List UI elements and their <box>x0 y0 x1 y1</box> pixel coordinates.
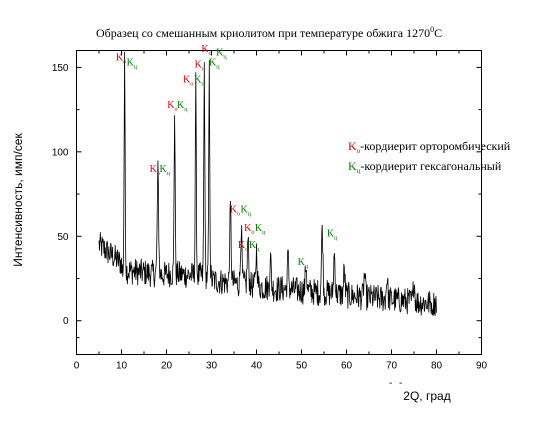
peak-label-ortho: Kо <box>195 59 205 72</box>
peak-label-hex: Kц <box>216 48 227 61</box>
y-axis-title: Интенсивность, имп/сек <box>11 133 25 267</box>
x-tick-label: 20 <box>161 361 173 372</box>
peak-label-hex: Kц <box>298 257 309 270</box>
peak-label-hex: Kц <box>194 75 205 88</box>
legend-entry-hex: Kц-кордиерит гексагональный <box>348 159 502 175</box>
y-tick-label: 100 <box>52 147 69 158</box>
y-ticks: 0 50 100 150 <box>52 63 482 339</box>
y-tick-label: 50 <box>57 232 69 243</box>
chart-title: Образец со смешанным криолитом при темпе… <box>96 25 442 40</box>
peak-label-hex: Kц <box>249 240 260 253</box>
peak-label-ortho: Kо <box>238 240 248 253</box>
stray-mark: - <box>399 378 402 389</box>
legend-symbol-hex: K <box>348 159 357 173</box>
stray-mark: - <box>389 378 392 389</box>
legend-label-hex: -кордиерит гексагональный <box>360 159 501 173</box>
legend: Kо-кордиерит орторомбический Kц-кордиери… <box>348 139 511 175</box>
peak-label-ortho: Kо <box>150 164 160 177</box>
peak-label-hex: Kц <box>127 58 138 71</box>
peak-label-hex: Kц <box>177 100 188 113</box>
y-tick-label: 150 <box>52 63 69 74</box>
x-tick-label: 30 <box>206 361 218 372</box>
peak-label-ortho: Kо <box>201 44 211 57</box>
svg-text:Kо-кордиерит орторомбический: Kо-кордиерит орторомбический <box>348 139 511 155</box>
x-tick-label: 40 <box>251 361 263 372</box>
x-ticks: 0 10 20 30 40 50 60 70 80 90 <box>74 50 488 372</box>
y-tick-label: 0 <box>63 316 69 327</box>
peak-label-ortho: Kо <box>116 53 126 66</box>
x-tick-label: 10 <box>116 361 128 372</box>
peak-label-ortho: Kо <box>183 75 193 88</box>
peak-label-hex: Kц <box>159 164 170 177</box>
x-tick-label: 0 <box>74 361 80 372</box>
x-tick-label: 90 <box>476 361 488 372</box>
x-tick-label: 70 <box>386 361 398 372</box>
x-tick-label: 80 <box>431 361 443 372</box>
peak-label-hex: Kц <box>209 58 220 71</box>
peak-label-hex: Kц <box>240 205 251 218</box>
peak-label-hex: Kц <box>255 223 266 236</box>
legend-label-ortho: -кордиерит орторомбический <box>360 139 511 153</box>
peak-label-ortho: Kо <box>244 223 254 236</box>
series-line-intensity <box>98 51 437 316</box>
x-tick-label: 60 <box>341 361 353 372</box>
peak-label-ortho: Kо <box>230 205 240 218</box>
legend-entry-ortho: Kо-кордиерит орторомбический <box>348 139 511 155</box>
x-axis-title: 2Q, град <box>403 389 450 403</box>
peak-label-ortho: Kо <box>167 100 177 113</box>
legend-symbol-ortho: K <box>348 139 357 153</box>
x-tick-label: 50 <box>296 361 308 372</box>
svg-text:Kц-кордиерит гексагональный: Kц-кордиерит гексагональный <box>348 159 502 175</box>
peak-label-hex: Kц <box>327 228 338 241</box>
